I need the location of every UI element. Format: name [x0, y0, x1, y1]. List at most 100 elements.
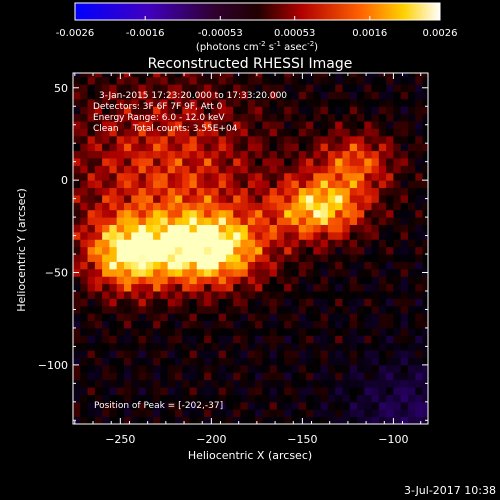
heatmap-cell: [233, 106, 241, 115]
heatmap-cell: [138, 401, 147, 410]
heatmap-cell: [211, 342, 220, 351]
heatmap-cell: [371, 98, 380, 107]
heatmap-cell: [422, 128, 428, 137]
heatmap-cell: [342, 217, 351, 225]
heatmap-cell: [298, 187, 307, 196]
heatmap-cell: [145, 416, 154, 424]
heatmap-cell: [204, 73, 212, 78]
heatmap-cell: [80, 290, 89, 299]
heatmap-cell: [415, 239, 424, 248]
heatmap-cell: [378, 209, 387, 218]
heatmap-cell: [109, 416, 118, 424]
heatmap-cell: [320, 91, 329, 100]
heatmap-cell: [94, 209, 103, 218]
heatmap-cell: [393, 350, 402, 358]
heatmap-cell: [357, 364, 365, 373]
heatmap-cell: [94, 239, 103, 248]
heatmap-cell: [80, 350, 89, 358]
heatmap-cell: [153, 394, 161, 403]
heatmap-cell: [357, 327, 365, 336]
heatmap-cell: [247, 379, 256, 388]
heatmap-cell: [218, 98, 227, 107]
heatmap-cell: [167, 231, 176, 240]
heatmap-cell: [378, 283, 387, 292]
heatmap-cell: [276, 91, 285, 100]
heatmap-cell: [116, 180, 125, 189]
heatmap-cell: [247, 327, 256, 336]
heatmap-cell: [262, 121, 271, 129]
heatmap-cell: [378, 305, 387, 314]
heatmap-cell: [87, 157, 96, 166]
heatmap-cell: [284, 135, 292, 144]
heatmap-cell: [196, 268, 205, 277]
heatmap-cell: [233, 246, 241, 255]
heatmap-cell: [262, 143, 271, 152]
heatmap-cell: [131, 143, 140, 152]
heatmap-cell: [247, 350, 256, 358]
heatmap-cell: [109, 135, 118, 144]
heatmap-cell: [73, 409, 81, 418]
heatmap-cell: [102, 320, 110, 329]
heatmap-cell: [247, 217, 256, 225]
heatmap-cell: [255, 98, 263, 107]
heatmap-cell: [400, 313, 409, 322]
heatmap-cell: [153, 416, 161, 424]
heatmap-cell: [73, 224, 81, 233]
heatmap-cell: [189, 298, 198, 307]
heatmap-cell: [131, 135, 140, 144]
heatmap-cell: [153, 217, 161, 225]
heatmap-cell: [87, 224, 96, 233]
heatmap-cell: [153, 231, 161, 240]
heatmap-cell: [87, 194, 96, 203]
heatmap-cell: [306, 320, 314, 329]
heatmap-cell: [102, 327, 110, 336]
heatmap-cell: [131, 165, 140, 174]
heatmap-cell: [94, 401, 103, 410]
heatmap-cell: [196, 187, 205, 196]
heatmap-cell: [349, 313, 358, 322]
heatmap-cell: [276, 165, 285, 174]
heatmap-cell: [269, 298, 278, 307]
heatmap-cell: [276, 157, 285, 166]
heatmap-cell: [393, 364, 402, 373]
heatmap-cell: [145, 135, 154, 144]
heatmap-cell: [204, 364, 212, 373]
heatmap-cell: [102, 372, 110, 381]
heatmap-cell: [386, 401, 394, 410]
heatmap-cell: [357, 335, 365, 344]
heatmap-cell: [291, 387, 300, 395]
heatmap-cell: [211, 73, 220, 78]
heatmap-cell: [80, 194, 89, 203]
heatmap-cell: [276, 254, 285, 262]
heatmap-cell: [327, 128, 336, 137]
heatmap-cell: [386, 320, 394, 329]
heatmap-cell: [422, 394, 428, 403]
heatmap-cell: [364, 106, 373, 115]
heatmap-cell: [73, 121, 81, 129]
heatmap-cell: [131, 84, 140, 92]
heatmap-cell: [123, 335, 132, 344]
heatmap-cell: [335, 276, 343, 285]
heatmap-cell: [393, 298, 402, 307]
heatmap-cell: [320, 364, 329, 373]
heatmap-cell: [102, 350, 110, 358]
heatmap-cell: [211, 165, 220, 174]
heatmap-cell: [364, 91, 373, 100]
heatmap-cell: [80, 165, 89, 174]
heatmap-cell: [393, 268, 402, 277]
heatmap-cell: [335, 305, 343, 314]
heatmap-cell: [102, 224, 110, 233]
heatmap-cell: [371, 387, 380, 395]
heatmap-cell: [87, 387, 96, 395]
heatmap-cell: [233, 290, 241, 299]
heatmap-cell: [182, 313, 191, 322]
heatmap-cell: [357, 409, 365, 418]
heatmap-cell: [327, 313, 336, 322]
heatmap-cell: [94, 165, 103, 174]
heatmap-cell: [109, 290, 118, 299]
heatmap-cell: [291, 372, 300, 381]
heatmap-cell: [87, 84, 96, 92]
heatmap-cell: [138, 202, 147, 211]
heatmap-cell: [225, 135, 234, 144]
heatmap-cell: [102, 128, 110, 137]
